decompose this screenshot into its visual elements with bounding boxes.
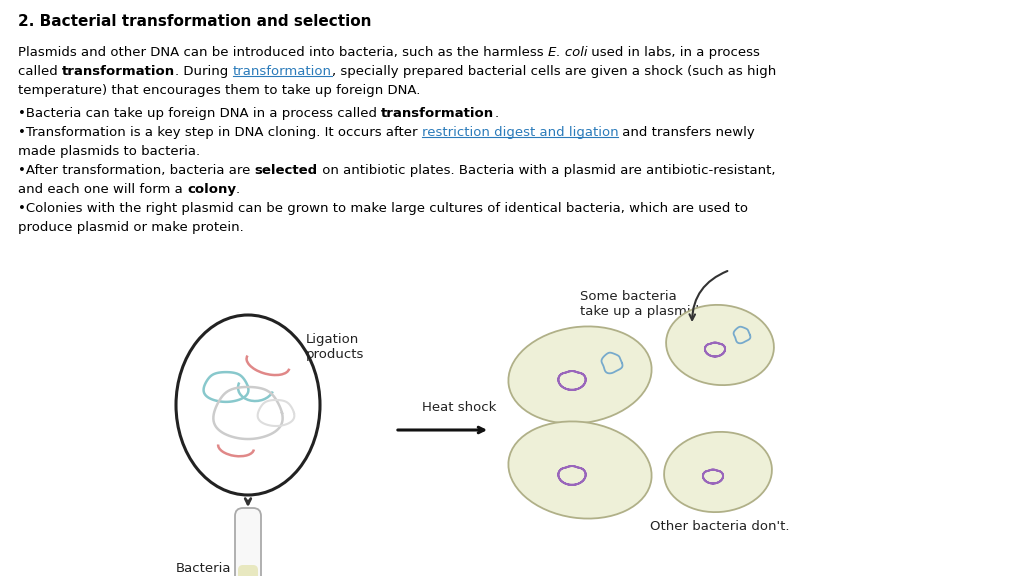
Text: . During: . During — [175, 65, 232, 78]
Text: , specially prepared bacterial cells are given a shock (such as high: , specially prepared bacterial cells are… — [332, 65, 776, 78]
Text: Heat shock: Heat shock — [422, 401, 497, 414]
Text: selected: selected — [255, 164, 317, 177]
Text: and each one will form a: and each one will form a — [18, 183, 187, 196]
Text: Ligation
products: Ligation products — [306, 333, 365, 361]
Text: •Transformation is a key step in DNA cloning. It occurs after: •Transformation is a key step in DNA clo… — [18, 126, 422, 139]
Text: Some bacteria
take up a plasmid: Some bacteria take up a plasmid — [580, 290, 699, 318]
Text: .: . — [495, 107, 499, 120]
Text: called: called — [18, 65, 62, 78]
Text: E. coli: E. coli — [548, 46, 588, 59]
Text: transformation: transformation — [381, 107, 495, 120]
Text: used in labs, in a process: used in labs, in a process — [588, 46, 760, 59]
Ellipse shape — [665, 432, 772, 512]
FancyBboxPatch shape — [238, 565, 258, 576]
Ellipse shape — [666, 305, 774, 385]
Text: transformation: transformation — [62, 65, 175, 78]
Ellipse shape — [508, 327, 651, 423]
Text: •After transformation, bacteria are: •After transformation, bacteria are — [18, 164, 255, 177]
Text: Bacteria: Bacteria — [175, 562, 231, 574]
Text: on antibiotic plates. Bacteria with a plasmid are antibiotic-resistant,: on antibiotic plates. Bacteria with a pl… — [317, 164, 775, 177]
Ellipse shape — [176, 315, 319, 495]
Text: made plasmids to bacteria.: made plasmids to bacteria. — [18, 145, 200, 158]
Text: 2. Bacterial transformation and selection: 2. Bacterial transformation and selectio… — [18, 14, 372, 29]
Text: .: . — [236, 183, 240, 196]
Text: colony: colony — [187, 183, 236, 196]
Text: •Bacteria can take up foreign DNA in a process called: •Bacteria can take up foreign DNA in a p… — [18, 107, 381, 120]
Text: Plasmids and other DNA can be introduced into bacteria, such as the harmless: Plasmids and other DNA can be introduced… — [18, 46, 548, 59]
Text: •Colonies with the right plasmid can be grown to make large cultures of identica: •Colonies with the right plasmid can be … — [18, 202, 748, 215]
Text: restriction digest and ligation: restriction digest and ligation — [422, 126, 618, 139]
Text: and transfers newly: and transfers newly — [618, 126, 755, 139]
Text: transformation: transformation — [232, 65, 332, 78]
Text: Other bacteria don't.: Other bacteria don't. — [650, 520, 790, 533]
FancyBboxPatch shape — [234, 508, 261, 576]
Text: temperature) that encourages them to take up foreign DNA.: temperature) that encourages them to tak… — [18, 84, 421, 97]
Text: produce plasmid or make protein.: produce plasmid or make protein. — [18, 221, 244, 234]
Ellipse shape — [508, 422, 651, 518]
